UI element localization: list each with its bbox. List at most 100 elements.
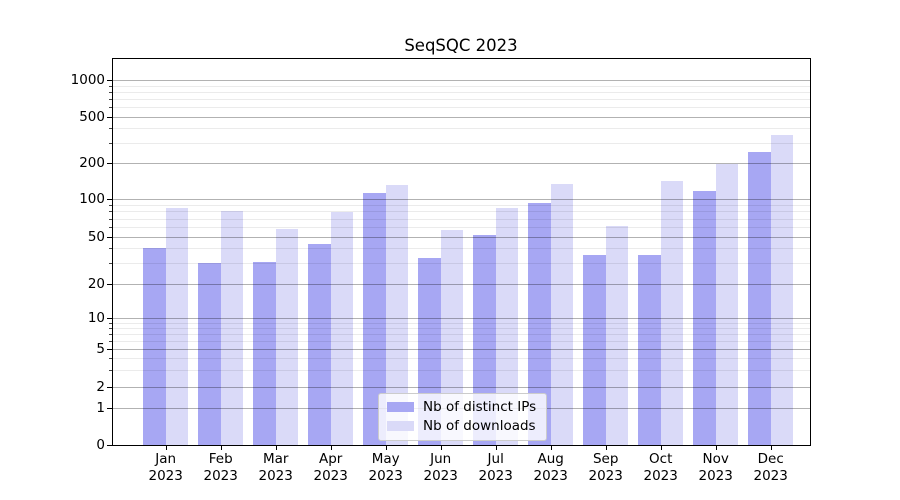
bar-downloads-oct [660, 181, 684, 445]
y-axis-tick [107, 80, 112, 81]
bar-distinct-ips-jul [473, 234, 496, 445]
x-tick-label-jun: Jun 2023 [423, 451, 458, 484]
y-axis-minor-tick [109, 127, 112, 129]
y-axis-tick [107, 237, 112, 238]
gridline-minor [113, 333, 810, 335]
y-axis-minor-tick [109, 98, 112, 100]
y-tick-label-5: 5 [96, 340, 105, 357]
y-axis-minor-tick [109, 205, 112, 207]
bar-distinct-ips-jan [143, 248, 166, 445]
gridline-minor [113, 85, 810, 87]
y-axis-minor-tick [109, 263, 112, 265]
gridline-minor [113, 369, 810, 371]
y-axis-tick [107, 199, 112, 201]
gridline-minor [113, 127, 810, 129]
legend-item-downloads: Nb of downloads [387, 418, 536, 434]
y-tick-label-50: 50 [87, 229, 105, 245]
legend-label-downloads: Nb of downloads [423, 418, 536, 434]
y-axis-minor-tick [109, 328, 112, 330]
y-axis-minor-tick [109, 333, 112, 335]
y-axis-tick [107, 445, 112, 446]
y-axis-minor-tick [109, 340, 112, 342]
gridline-minor [113, 227, 810, 229]
gridline-minor [113, 322, 810, 324]
x-tick-label-sep: Sep 2023 [588, 451, 623, 484]
x-axis-tick [550, 446, 552, 450]
legend: Nb of distinct IPs Nb of downloads [378, 393, 548, 441]
x-tick-label-feb: Feb 2023 [203, 451, 238, 484]
bar-downloads-aug [550, 184, 574, 445]
gridline-minor [113, 340, 810, 342]
legend-swatch-downloads [387, 421, 414, 431]
x-tick-label-may: May 2023 [368, 451, 403, 484]
bar-distinct-ips-apr [308, 243, 331, 445]
gridline-minor [113, 142, 810, 144]
gridline-minor [113, 263, 810, 265]
gridline-minor [113, 205, 810, 207]
bar-downloads-jan [165, 207, 189, 445]
y-tick-label-200: 200 [79, 155, 105, 172]
x-axis-tick [495, 446, 497, 450]
y-axis-minor-tick [109, 248, 112, 250]
x-tick-label-oct: Oct 2023 [643, 451, 678, 484]
gridline-major [113, 80, 810, 81]
y-tick-label-1: 1 [96, 400, 105, 416]
bar-downloads-apr [330, 212, 354, 445]
gridline-minor [113, 211, 810, 213]
bar-downloads-nov [715, 164, 739, 445]
bar-distinct-ips-may [363, 192, 386, 445]
x-tick-label-jul: Jul 2023 [478, 451, 513, 484]
gridline-minor [113, 328, 810, 330]
y-axis-minor-tick [109, 322, 112, 324]
gridline-minor [113, 91, 810, 93]
gridline-major [113, 348, 810, 350]
bar-distinct-ips-feb [198, 263, 221, 445]
y-axis-minor-tick [109, 106, 112, 108]
bar-downloads-jun [440, 229, 464, 445]
x-tick-label-apr: Apr 2023 [313, 451, 348, 484]
bar-downloads-mar [275, 228, 299, 445]
gridline-major [113, 318, 810, 320]
gridline-minor [113, 248, 810, 250]
y-axis-tick [107, 408, 112, 409]
x-tick-label-mar: Mar 2023 [258, 451, 293, 484]
y-axis-minor-tick [109, 357, 112, 359]
bar-downloads-may [385, 184, 409, 445]
y-axis-minor-tick [109, 369, 112, 371]
gridline-minor [113, 98, 810, 100]
x-axis-tick [275, 446, 277, 450]
bar-downloads-sep [605, 226, 629, 445]
gridline-major [113, 284, 810, 285]
gridline-minor [113, 357, 810, 359]
bar-distinct-ips-sep [583, 255, 606, 445]
x-axis-tick [715, 446, 717, 450]
bar-distinct-ips-mar [253, 261, 276, 445]
x-tick-label-aug: Aug 2023 [533, 451, 568, 484]
x-axis-tick [605, 446, 607, 450]
y-axis-minor-tick [109, 85, 112, 87]
x-axis-tick [440, 446, 442, 450]
bar-downloads-feb [220, 211, 244, 445]
y-tick-label-1000: 1000 [70, 72, 105, 88]
x-axis-tick [220, 446, 222, 450]
chart-title: SeqSQC 2023 [404, 36, 518, 55]
x-axis-tick [770, 446, 772, 450]
y-axis-tick [107, 318, 112, 320]
bar-downloads-jul [495, 208, 519, 445]
y-axis-tick [107, 284, 112, 285]
x-axis-tick [660, 446, 662, 450]
gridline-major [113, 116, 810, 118]
x-tick-label-dec: Dec 2023 [753, 451, 788, 484]
bar-distinct-ips-nov [693, 191, 716, 445]
y-tick-label-2: 2 [96, 379, 105, 395]
legend-swatch-distinct-ips [387, 402, 414, 412]
gridline-major [113, 387, 810, 388]
y-tick-label-20: 20 [87, 276, 105, 292]
bar-distinct-ips-oct [638, 255, 661, 445]
x-axis-tick [330, 446, 332, 450]
bar-distinct-ips-aug [528, 203, 551, 445]
gridline-minor [113, 218, 810, 220]
y-axis-minor-tick [109, 227, 112, 229]
gridline-minor [113, 106, 810, 108]
